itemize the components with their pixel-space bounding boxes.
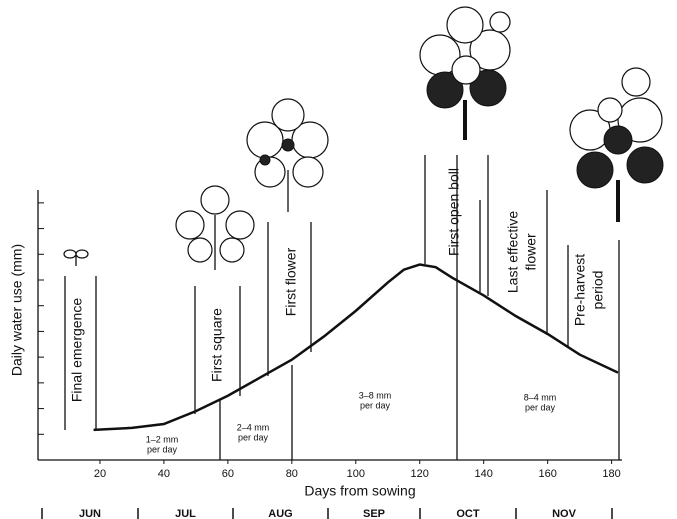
square-plant-icon bbox=[176, 186, 254, 270]
stage-label: First flower bbox=[283, 247, 299, 316]
x-tick-label: 100 bbox=[347, 468, 365, 480]
stage-label: Pre-harvest bbox=[572, 254, 588, 326]
x-tick-label: 20 bbox=[94, 468, 106, 480]
month-label: NOV bbox=[552, 508, 577, 519]
month-label: AUG bbox=[268, 508, 292, 519]
rate-label: per day bbox=[525, 402, 556, 412]
rate-label: 1–2 mm bbox=[146, 434, 179, 444]
x-tick-label: 160 bbox=[538, 468, 556, 480]
stage-label: flower bbox=[523, 233, 539, 271]
month-label: JUL bbox=[175, 508, 196, 519]
rate-label: 2–4 mm bbox=[237, 422, 270, 432]
month-label: JUN bbox=[79, 508, 101, 519]
seedling-icon bbox=[64, 250, 88, 266]
rate-label: per day bbox=[238, 432, 269, 442]
stage-label: Last effective bbox=[505, 211, 521, 293]
rate-label: per day bbox=[360, 400, 391, 410]
stage-lines bbox=[65, 155, 619, 460]
x-tick-label: 60 bbox=[222, 468, 234, 480]
x-tick-label: 80 bbox=[286, 468, 298, 480]
stage-label: First square bbox=[209, 308, 225, 382]
stage-label: period bbox=[590, 271, 606, 310]
x-tick-label: 140 bbox=[475, 468, 493, 480]
x-tick-label: 180 bbox=[602, 468, 620, 480]
rate-label: 8–4 mm bbox=[524, 392, 557, 402]
x-tick-label: 120 bbox=[411, 468, 429, 480]
month-label: SEP bbox=[363, 508, 385, 519]
flower-plant-icon bbox=[247, 99, 328, 212]
rate-label: 3–8 mm bbox=[359, 390, 392, 400]
stage-label: First open boll bbox=[446, 168, 462, 256]
mature-plant-icon bbox=[570, 68, 663, 222]
boll-plant-icon bbox=[420, 7, 510, 140]
y-axis-label: Daily water use (mm) bbox=[9, 244, 25, 376]
stage-label: Final emergence bbox=[69, 298, 85, 402]
x-axis-label: Days from sowing bbox=[304, 483, 415, 499]
rate-label: per day bbox=[147, 444, 178, 454]
x-tick-label: 40 bbox=[158, 468, 170, 480]
chart: 20 40 60 80 100 120 140 160 180 Days from sowing D… bbox=[0, 0, 677, 519]
month-label: OCT bbox=[456, 508, 480, 519]
plant-icons bbox=[64, 7, 663, 270]
